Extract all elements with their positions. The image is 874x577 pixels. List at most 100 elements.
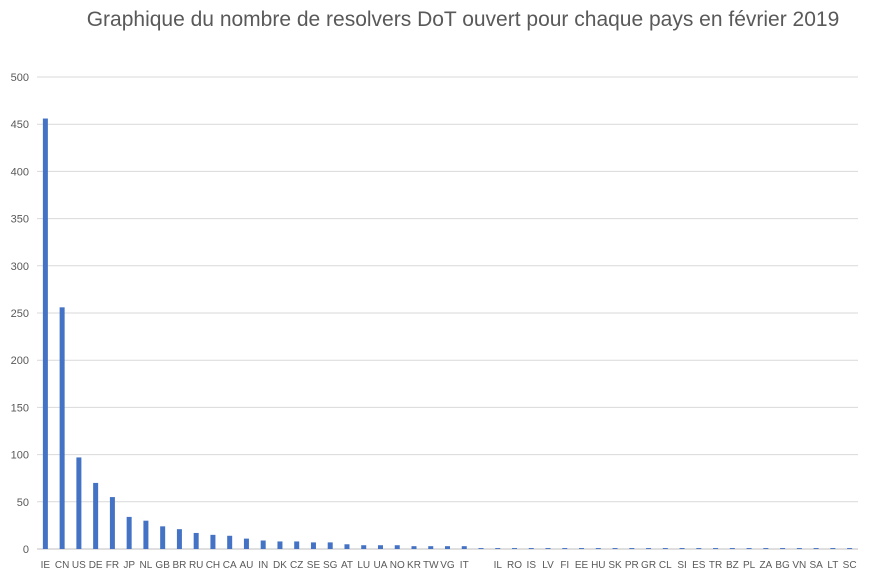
bar	[545, 548, 551, 549]
y-tick-label: 300	[11, 261, 29, 273]
x-tick-label: VG	[440, 560, 455, 571]
bar	[344, 544, 350, 549]
x-tick-label: NO	[390, 560, 405, 571]
x-tick-label: DE	[89, 560, 103, 571]
bar	[76, 457, 82, 549]
bar	[109, 497, 115, 549]
x-tick-label: IE	[41, 560, 51, 571]
x-tick-label: FI	[560, 560, 569, 571]
bar	[763, 548, 769, 549]
bar	[411, 546, 417, 549]
x-tick-label: GR	[641, 560, 656, 571]
x-tick-label: GB	[155, 560, 170, 571]
bar	[796, 548, 802, 549]
y-tick-label: 500	[11, 72, 29, 84]
x-tick-label: AU	[239, 560, 253, 571]
y-tick-label: 200	[11, 355, 29, 367]
x-tick-label: SC	[843, 560, 857, 571]
x-tick-label: CZ	[290, 560, 303, 571]
bar	[746, 548, 752, 549]
x-tick-label: SG	[323, 560, 338, 571]
x-tick-label: LV	[542, 560, 554, 571]
x-tick-label: RU	[189, 560, 203, 571]
x-tick-label: JP	[123, 560, 135, 571]
bar	[713, 548, 719, 549]
bar	[227, 535, 233, 549]
y-tick-label: 350	[11, 214, 29, 226]
x-tick-label: IL	[494, 560, 503, 571]
bar	[210, 534, 216, 549]
y-tick-label: 100	[11, 450, 29, 462]
bar	[310, 542, 316, 549]
x-tick-label: CA	[223, 560, 237, 571]
x-tick-label: ES	[692, 560, 706, 571]
x-tick-label: LT	[827, 560, 838, 571]
y-tick-label: 250	[11, 308, 29, 320]
bar	[59, 307, 65, 549]
bar	[143, 520, 149, 549]
bar	[512, 548, 518, 549]
bar	[729, 548, 735, 549]
bar	[478, 548, 484, 549]
bar	[495, 548, 501, 549]
bar	[679, 548, 685, 549]
x-tick-label: UA	[374, 560, 388, 571]
bar	[428, 546, 434, 549]
y-tick-label: 450	[11, 119, 29, 131]
bar	[662, 548, 668, 549]
x-tick-label: SI	[677, 560, 686, 571]
bar	[461, 546, 467, 549]
x-tick-label: EE	[575, 560, 589, 571]
bar	[528, 548, 534, 549]
x-tick-label: IT	[460, 560, 469, 571]
x-tick-label: IN	[258, 560, 268, 571]
x-tick-label: CN	[55, 560, 69, 571]
bar	[629, 548, 635, 549]
bar	[780, 548, 786, 549]
x-tick-label: CL	[659, 560, 672, 571]
bar	[595, 548, 601, 549]
bar	[294, 541, 300, 549]
x-tick-label: RO	[507, 560, 522, 571]
x-tick-label: PL	[743, 560, 756, 571]
x-tick-label: ZA	[759, 560, 772, 571]
bar	[579, 548, 585, 549]
bar	[93, 482, 99, 549]
y-tick-label: 400	[11, 166, 29, 178]
x-tick-label: BR	[172, 560, 186, 571]
bar	[377, 545, 383, 549]
x-tick-label: US	[72, 560, 86, 571]
x-tick-label: IS	[527, 560, 537, 571]
x-tick-label: TW	[423, 560, 439, 571]
bar	[243, 538, 249, 549]
x-tick-label: SK	[608, 560, 622, 571]
bar	[394, 545, 400, 549]
bar	[696, 548, 702, 549]
x-tick-label: SA	[809, 560, 823, 571]
x-tick-label: DK	[273, 560, 287, 571]
bar	[176, 529, 182, 549]
bar	[327, 542, 333, 549]
x-tick-label: BG	[775, 560, 790, 571]
bar	[830, 548, 836, 549]
bar	[193, 532, 199, 549]
x-tick-label: FR	[106, 560, 119, 571]
bar	[847, 548, 853, 549]
x-tick-label: AT	[341, 560, 353, 571]
bar	[160, 526, 166, 549]
x-tick-label: VN	[792, 560, 806, 571]
bar	[42, 118, 48, 549]
x-tick-label: NL	[140, 560, 153, 571]
bar	[260, 540, 266, 549]
x-tick-label: HU	[591, 560, 605, 571]
y-tick-label: 50	[17, 497, 29, 509]
y-tick-label: 0	[23, 544, 29, 556]
x-tick-label: BZ	[726, 560, 739, 571]
bar	[361, 545, 367, 549]
bar	[813, 548, 819, 549]
chart-title: Graphique du nombre de resolvers DoT ouv…	[86, 8, 840, 31]
y-tick-label: 150	[11, 402, 29, 414]
x-tick-label: SE	[307, 560, 321, 571]
